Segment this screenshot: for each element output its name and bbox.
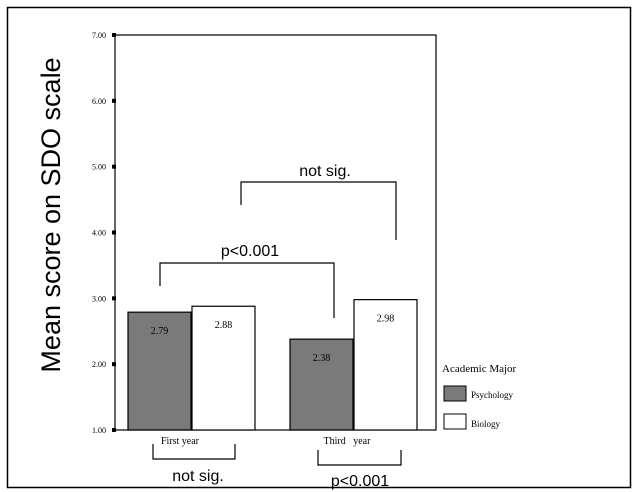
y-tick-mark [112, 164, 116, 169]
bracket-first-year-line [152, 444, 236, 460]
y-tick-label: 3.00 [92, 294, 106, 303]
legend-title: Academic Major [442, 363, 517, 375]
bar-psychology-first-year [127, 311, 192, 431]
figure-frame [6, 6, 632, 489]
bar-value-label: 2.38 [313, 353, 331, 364]
annotation-first-year-not-sig: not sig. [172, 468, 224, 485]
bracket-top-line [240, 181, 397, 240]
bar-biology-first-year [191, 305, 256, 431]
y-tick-mark [112, 33, 116, 37]
bar-value-label: 2.98 [377, 314, 395, 325]
y-tick-mark [112, 362, 116, 367]
bar-biology-third-year [353, 299, 418, 431]
y-tick-label: 5.00 [92, 163, 106, 172]
bars [127, 299, 418, 431]
y-tick-mark [112, 230, 116, 235]
legend-label-psychology: Psychology [471, 390, 514, 400]
y-axis-ticks: 1.00 2.00 3.00 4.00 5.00 6.00 7.00 [92, 31, 116, 435]
x-tick-first-year: First year [161, 436, 200, 447]
y-tick-label: 4.00 [92, 229, 106, 238]
y-axis-label: Mean score on SDO scale [36, 57, 66, 372]
y-tick-mark [112, 98, 116, 103]
y-tick-label: 2.00 [92, 360, 106, 369]
y-tick-label: 6.00 [92, 97, 106, 106]
annotation-top-not-sig: not sig. [299, 163, 351, 180]
y-tick-mark [112, 428, 116, 432]
y-tick-label: 7.00 [92, 31, 106, 40]
legend-label-biology: Biology [471, 419, 501, 429]
legend-swatch-psychology [443, 385, 467, 402]
bracket-third-year-line [317, 450, 402, 466]
bracket-middle-line [159, 262, 335, 318]
y-tick-label: 1.00 [92, 426, 106, 435]
legend-swatch-biology [443, 413, 467, 430]
annotation-middle-p: p<0.001 [221, 243, 279, 260]
x-tick-third-year: Third year [324, 436, 372, 447]
bar-psychology-third-year [289, 338, 354, 431]
y-tick-mark [112, 296, 116, 301]
bar-value-label: 2.79 [151, 326, 169, 337]
annotation-third-year-p: p<0.001 [331, 473, 389, 490]
bar-value-labels: 2.79 2.38 2.88 2.98 [151, 314, 395, 365]
bar-value-label: 2.88 [215, 320, 233, 331]
